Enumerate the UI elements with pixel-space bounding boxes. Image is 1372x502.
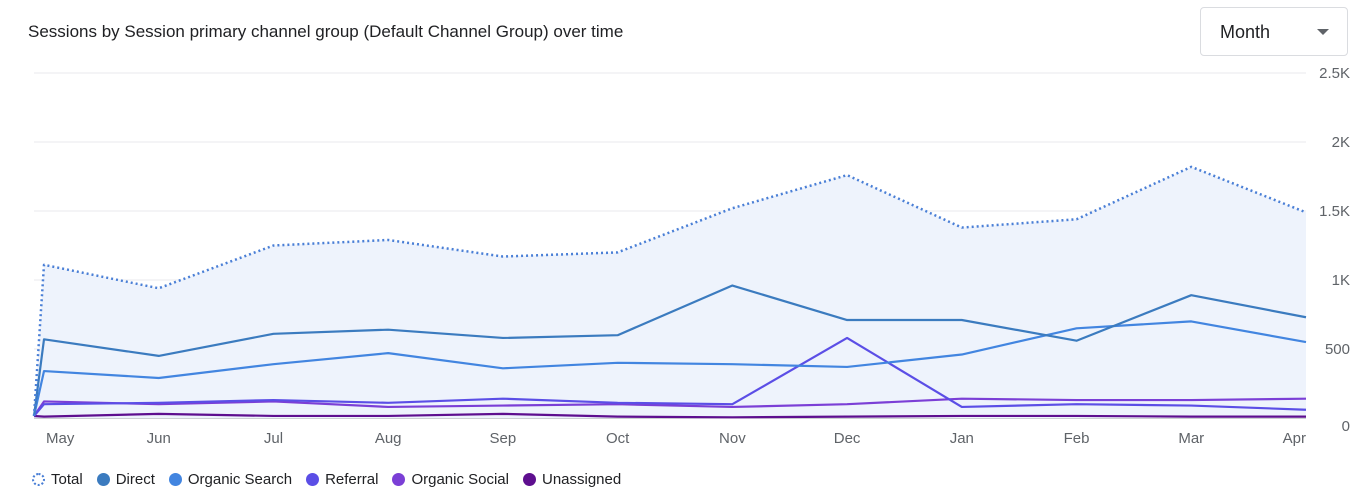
legend-swatch: [306, 473, 320, 486]
legend-swatch: [32, 473, 45, 486]
y-tick-label: 500: [1325, 341, 1350, 358]
series-line-direct: [32, 284, 1307, 417]
legend-item-unassigned[interactable]: Unassigned: [522, 471, 622, 488]
series-line-organic-search: [32, 320, 1307, 417]
y-tick-label: 0: [1342, 418, 1350, 435]
chevron-down-icon: [1317, 29, 1329, 35]
series-line-unassigned: [33, 412, 1306, 419]
x-tick-label: Dec: [834, 430, 861, 447]
x-tick-label: Aug: [375, 430, 402, 447]
x-tick-label: Nov: [719, 430, 746, 447]
legend-label: Organic Search: [187, 471, 293, 488]
y-tick-label: 2K: [1332, 134, 1350, 151]
legend-label: Total: [51, 471, 83, 488]
x-tick-label: Jul: [264, 430, 283, 447]
legend-item-organic-search[interactable]: Organic Search: [168, 471, 293, 488]
legend-label: Unassigned: [541, 471, 622, 488]
period-dropdown-value: Month: [1220, 22, 1271, 42]
period-dropdown[interactable]: Month: [1200, 7, 1348, 56]
series-line-referral: [33, 336, 1307, 417]
legend-swatch: [96, 473, 110, 486]
x-tick-label: May: [46, 430, 75, 447]
series-line-organic-social: [33, 397, 1307, 417]
chart-legend: Total Direct Organic Search Referral Organic…: [32, 471, 621, 488]
series-line-total: [32, 165, 1307, 417]
legend-label: Referral: [325, 471, 379, 488]
x-tick-label: Oct: [606, 430, 630, 447]
y-tick-label: 1K: [1332, 272, 1350, 289]
legend-item-referral[interactable]: Referral: [306, 471, 378, 488]
legend-item-organic-social[interactable]: Organic Social: [392, 471, 509, 488]
x-tick-label: Apr: [1283, 430, 1306, 447]
total-area-fill: [34, 166, 1306, 418]
x-tick-label: Jan: [950, 430, 974, 447]
legend-label: Direct: [115, 471, 155, 488]
legend-swatch: [392, 473, 406, 486]
x-tick-label: Feb: [1064, 430, 1090, 447]
legend-swatch: [168, 473, 182, 486]
y-tick-label: 1.5K: [1319, 203, 1350, 220]
y-tick-label: 2.5K: [1319, 65, 1350, 82]
x-tick-label: Jun: [147, 430, 171, 447]
x-tick-label: Sep: [490, 430, 517, 447]
legend-item-total[interactable]: Total: [32, 471, 83, 488]
x-tick-label: Mar: [1178, 430, 1204, 447]
chart-title: Sessions by Session primary channel grou…: [28, 22, 624, 41]
legend-swatch: [522, 473, 536, 486]
legend-item-direct[interactable]: Direct: [96, 471, 155, 488]
legend-label: Organic Social: [411, 471, 509, 488]
